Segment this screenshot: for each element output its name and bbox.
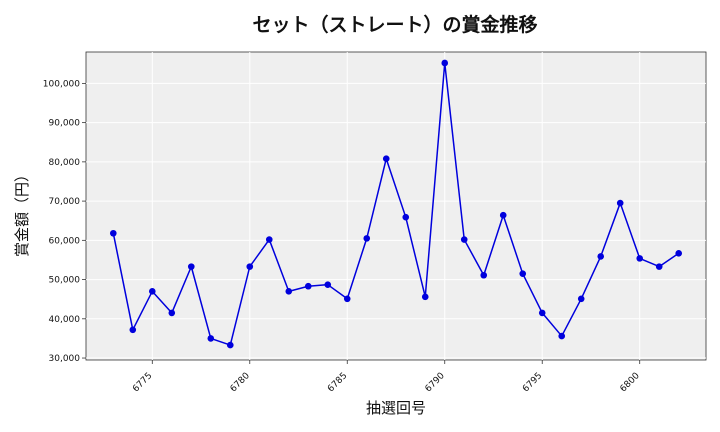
data-point: [616, 199, 624, 207]
data-point: [421, 293, 429, 301]
data-point: [636, 255, 644, 262]
data-point: [265, 236, 273, 243]
series-line: [112, 62, 680, 346]
data-point: [343, 295, 351, 303]
data-point: [324, 281, 332, 288]
data-point: [402, 213, 410, 221]
plot-area: [85, 51, 707, 361]
data-point: [226, 341, 234, 349]
chart-title: セット（ストレート）の賞金推移: [252, 13, 537, 36]
data-point: [519, 270, 527, 277]
data-point: [577, 295, 585, 303]
data-point: [109, 229, 117, 237]
y-tick-label: 30,000: [49, 354, 81, 364]
x-tick-label: 6775: [131, 371, 154, 394]
y-tick-label: 70,000: [49, 197, 81, 207]
x-axis-ticks: 6775 6780 6785 6790 6795 6800: [131, 360, 642, 394]
y-tick-label: 50,000: [49, 276, 81, 286]
data-point: [675, 249, 683, 257]
data-point: [363, 235, 371, 242]
y-tick-label: 60,000: [49, 236, 81, 246]
data-point: [499, 211, 507, 219]
y-axis-ticks: 30,000 40,000 50,000 60,000 70,000 80,000 90,0…: [43, 79, 86, 364]
data-point: [246, 263, 254, 270]
data-point: [129, 326, 137, 334]
data-point: [187, 263, 195, 270]
data-point: [655, 263, 663, 270]
data-point: [480, 271, 488, 279]
x-tick-label: 6780: [229, 371, 252, 394]
grid-lines: [86, 52, 706, 360]
data-point: [304, 282, 312, 290]
x-tick-label: 6795: [521, 371, 544, 394]
data-point: [285, 288, 293, 295]
data-point: [441, 59, 449, 67]
data-point: [168, 309, 176, 317]
y-tick-label: 100,000: [43, 79, 80, 89]
data-point: [558, 332, 566, 340]
x-axis-label: 抽選回号: [366, 399, 426, 417]
x-tick-label: 6800: [619, 371, 642, 394]
y-tick-label: 40,000: [49, 315, 81, 325]
data-point: [207, 335, 215, 342]
data-point: [460, 236, 468, 243]
data-point: [538, 309, 546, 317]
y-axis-label: 賞金額（円）: [13, 167, 31, 257]
data-point: [597, 253, 605, 260]
data-point: [382, 155, 390, 163]
y-tick-label: 90,000: [49, 119, 81, 129]
x-tick-label: 6785: [326, 371, 349, 394]
y-tick-label: 80,000: [49, 158, 81, 168]
series-layer: [109, 59, 683, 349]
data-point: [148, 288, 156, 295]
x-tick-label: 6790: [424, 371, 447, 394]
